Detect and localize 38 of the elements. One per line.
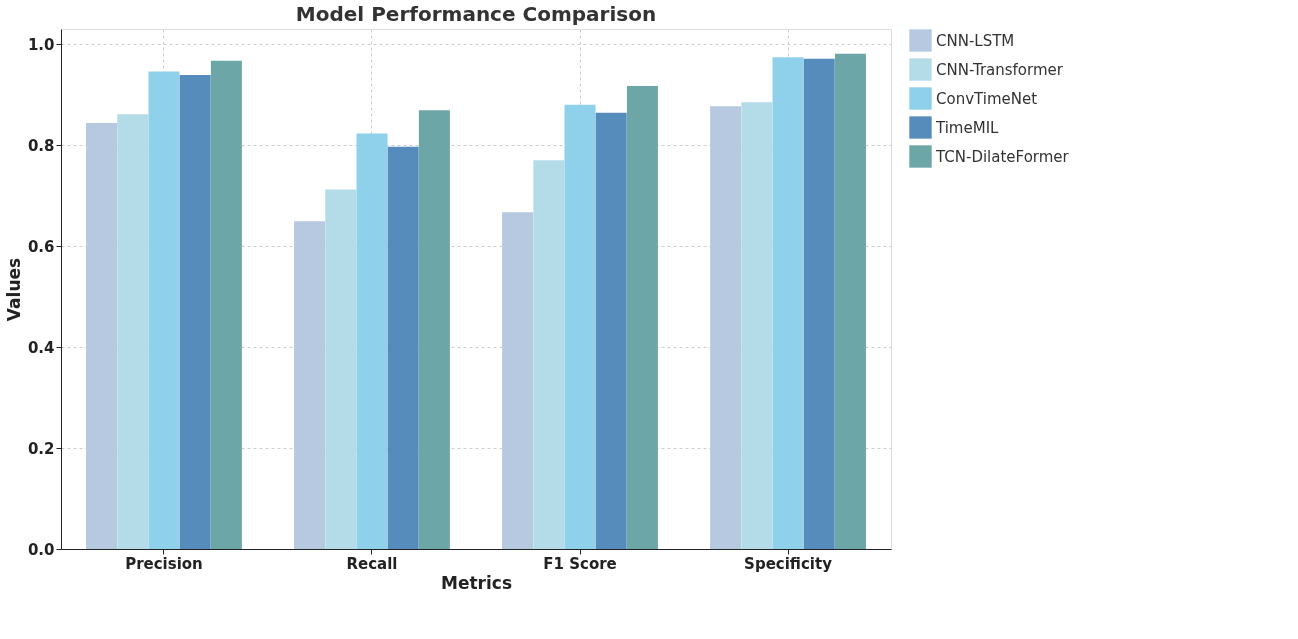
x-tick-label: Precision	[125, 554, 203, 573]
y-tick-label: 1.0	[27, 35, 55, 54]
legend-label: ConvTimeNet	[936, 89, 1038, 108]
bar	[502, 212, 534, 549]
bar	[834, 53, 866, 549]
x-axis-title: Metrics	[441, 572, 512, 593]
x-tick-label: F1 Score	[543, 554, 617, 573]
y-tick-label: 0.0	[27, 540, 55, 559]
chart-title: Model Performance Comparison	[295, 2, 657, 26]
bar	[117, 114, 149, 549]
bar	[294, 221, 326, 549]
bar	[803, 58, 835, 549]
y-axis-title: Values	[3, 257, 24, 322]
bar	[148, 71, 180, 549]
bar	[179, 74, 211, 549]
bar	[626, 86, 658, 549]
legend-label: CNN-LSTM	[936, 31, 1015, 50]
bar	[418, 110, 450, 549]
bar	[564, 104, 596, 549]
y-tick-label: 0.2	[27, 439, 55, 458]
x-tick-label: Recall	[346, 554, 398, 573]
bar	[741, 102, 773, 549]
bar	[325, 189, 357, 549]
bar	[356, 133, 388, 549]
bar	[772, 57, 804, 549]
legend-label: TimeMIL	[935, 118, 1000, 137]
y-tick-label: 0.6	[27, 237, 55, 256]
legend-label: TCN-DilateFormer	[935, 147, 1070, 166]
legend-label: CNN-Transformer	[936, 60, 1064, 79]
y-tick-label: 0.8	[27, 136, 55, 155]
bar	[210, 60, 242, 549]
bar	[710, 106, 742, 549]
bar	[86, 122, 118, 549]
x-tick-label: Specificity	[744, 554, 833, 573]
bar	[533, 160, 565, 549]
y-tick-label: 0.4	[27, 338, 55, 357]
bar	[595, 112, 627, 549]
bar	[387, 146, 419, 549]
